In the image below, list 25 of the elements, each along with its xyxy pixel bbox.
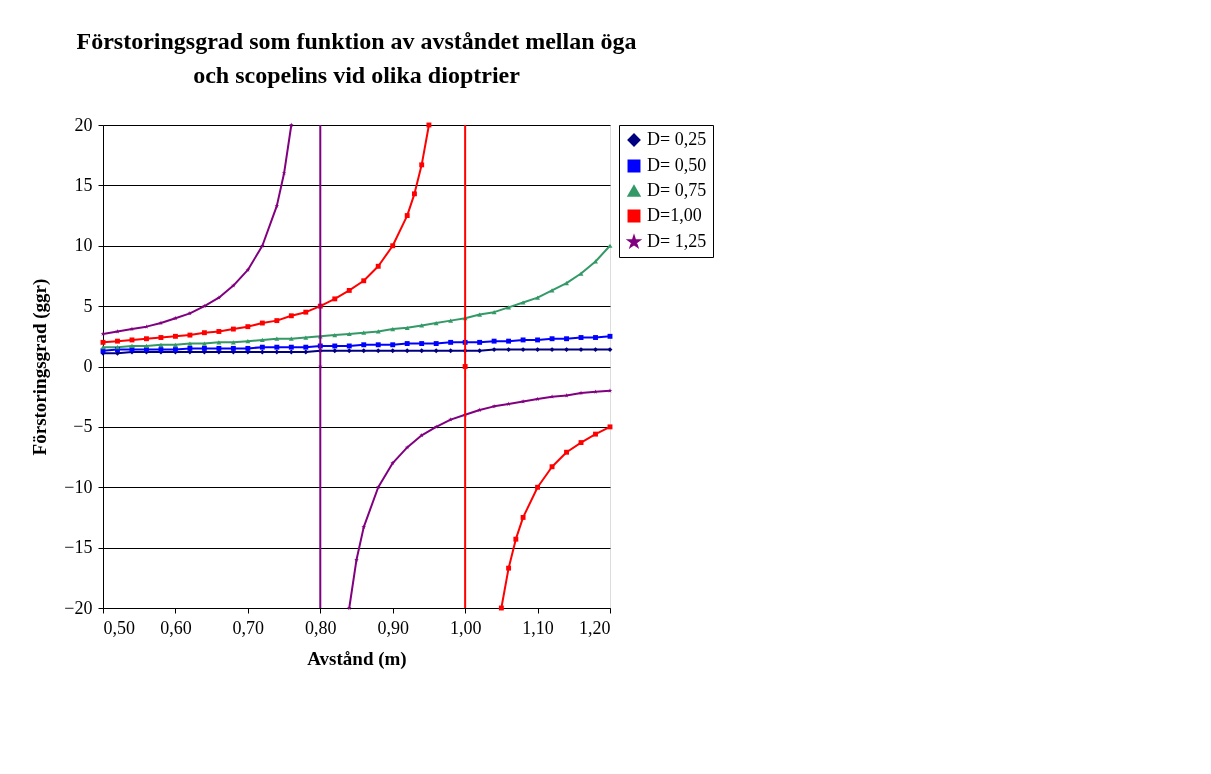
y-tick-label: 10 — [74, 235, 93, 256]
y-tick-label: −5 — [73, 416, 93, 437]
x-tick-label: 0,80 — [305, 617, 337, 638]
y-tick-label: 0 — [83, 356, 93, 376]
legend-label: D= 0,25 — [647, 129, 707, 149]
x-tick-label: 1,10 — [522, 617, 554, 638]
legend-label: D= 0,75 — [647, 180, 707, 200]
chart-title: Förstoringsgrad som funktion av avståndet mellan öga och scopelins vid olika dioptrier — [76, 28, 637, 88]
y-tick-label: −15 — [64, 537, 93, 558]
legend-label: D=1,00 — [647, 205, 702, 225]
y-axis-title: Förstoringsgrad (ggr) — [29, 278, 52, 456]
y-tick-label: −10 — [64, 476, 93, 497]
x-tick-label: 1,20 — [579, 617, 611, 638]
y-tick-label: 15 — [74, 174, 93, 195]
x-tick-label: 0,50 — [103, 617, 135, 638]
y-tick-label: −20 — [64, 597, 93, 618]
x-tick-label: 1,00 — [449, 617, 482, 638]
y-tick-label: 5 — [83, 295, 93, 316]
legend-label: D= 0,50 — [647, 155, 707, 175]
x-tick-label: 0,70 — [232, 617, 265, 638]
x-tick-label: 0,60 — [160, 617, 192, 638]
x-tick-label: 0,90 — [377, 617, 409, 638]
legend-label: D= 1,25 — [647, 231, 707, 251]
y-tick-label: 20 — [74, 114, 93, 135]
x-axis-title: Avstånd (m) — [307, 647, 407, 670]
